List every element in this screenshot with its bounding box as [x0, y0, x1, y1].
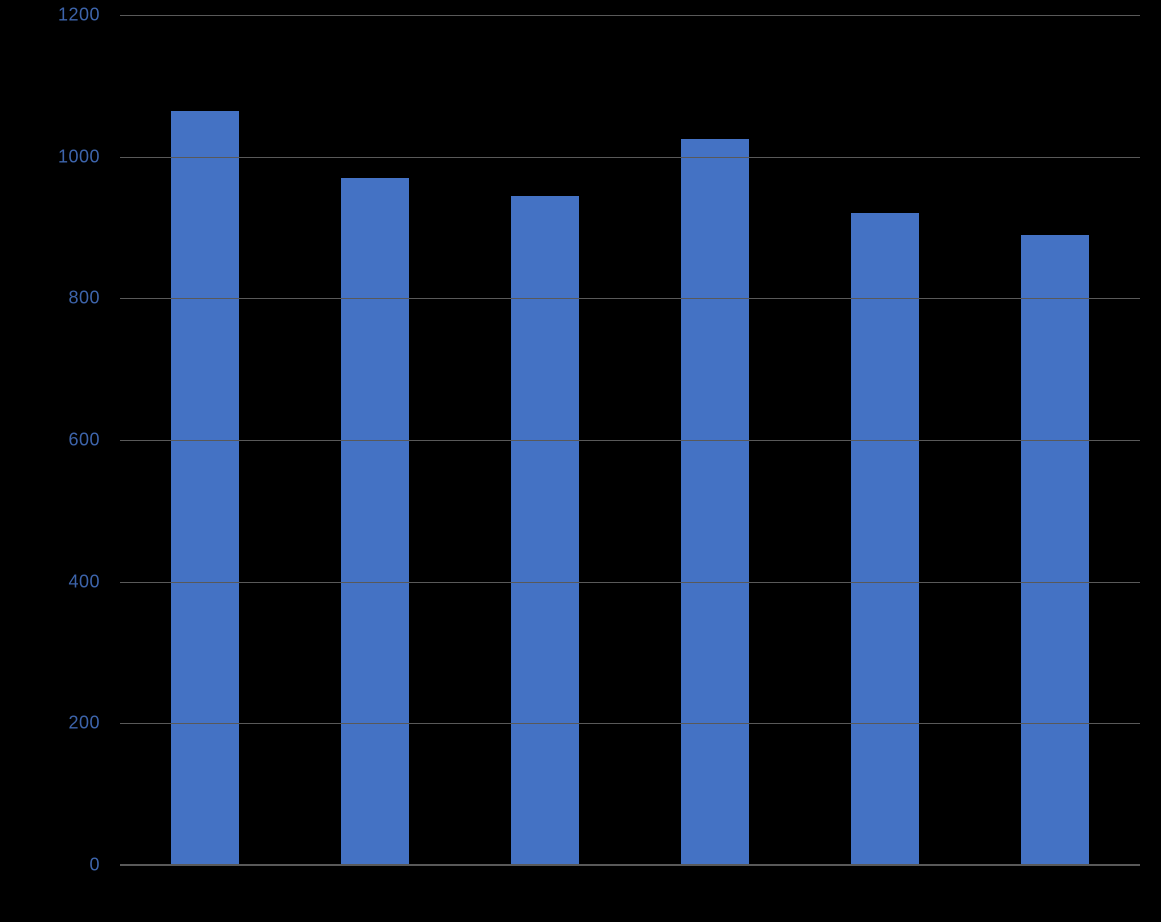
gridline	[120, 865, 1140, 866]
bar	[341, 178, 409, 865]
y-tick-label: 1000	[0, 146, 100, 167]
gridline	[120, 723, 1140, 724]
bar	[171, 111, 239, 865]
y-tick-label: 1200	[0, 5, 100, 26]
bar-chart: 0 200 400 600 800 1000 1200	[0, 0, 1161, 922]
y-tick-label: 800	[0, 288, 100, 309]
gridline	[120, 582, 1140, 583]
y-tick-label: 200	[0, 713, 100, 734]
bar	[851, 213, 919, 865]
bar	[1021, 235, 1089, 865]
bar	[511, 196, 579, 865]
plot-area	[120, 15, 1140, 865]
y-tick-label: 400	[0, 571, 100, 592]
gridline	[120, 157, 1140, 158]
gridline	[120, 440, 1140, 441]
y-tick-label: 0	[0, 855, 100, 876]
gridline	[120, 15, 1140, 16]
y-tick-label: 600	[0, 430, 100, 451]
bar	[681, 139, 749, 865]
gridline	[120, 298, 1140, 299]
